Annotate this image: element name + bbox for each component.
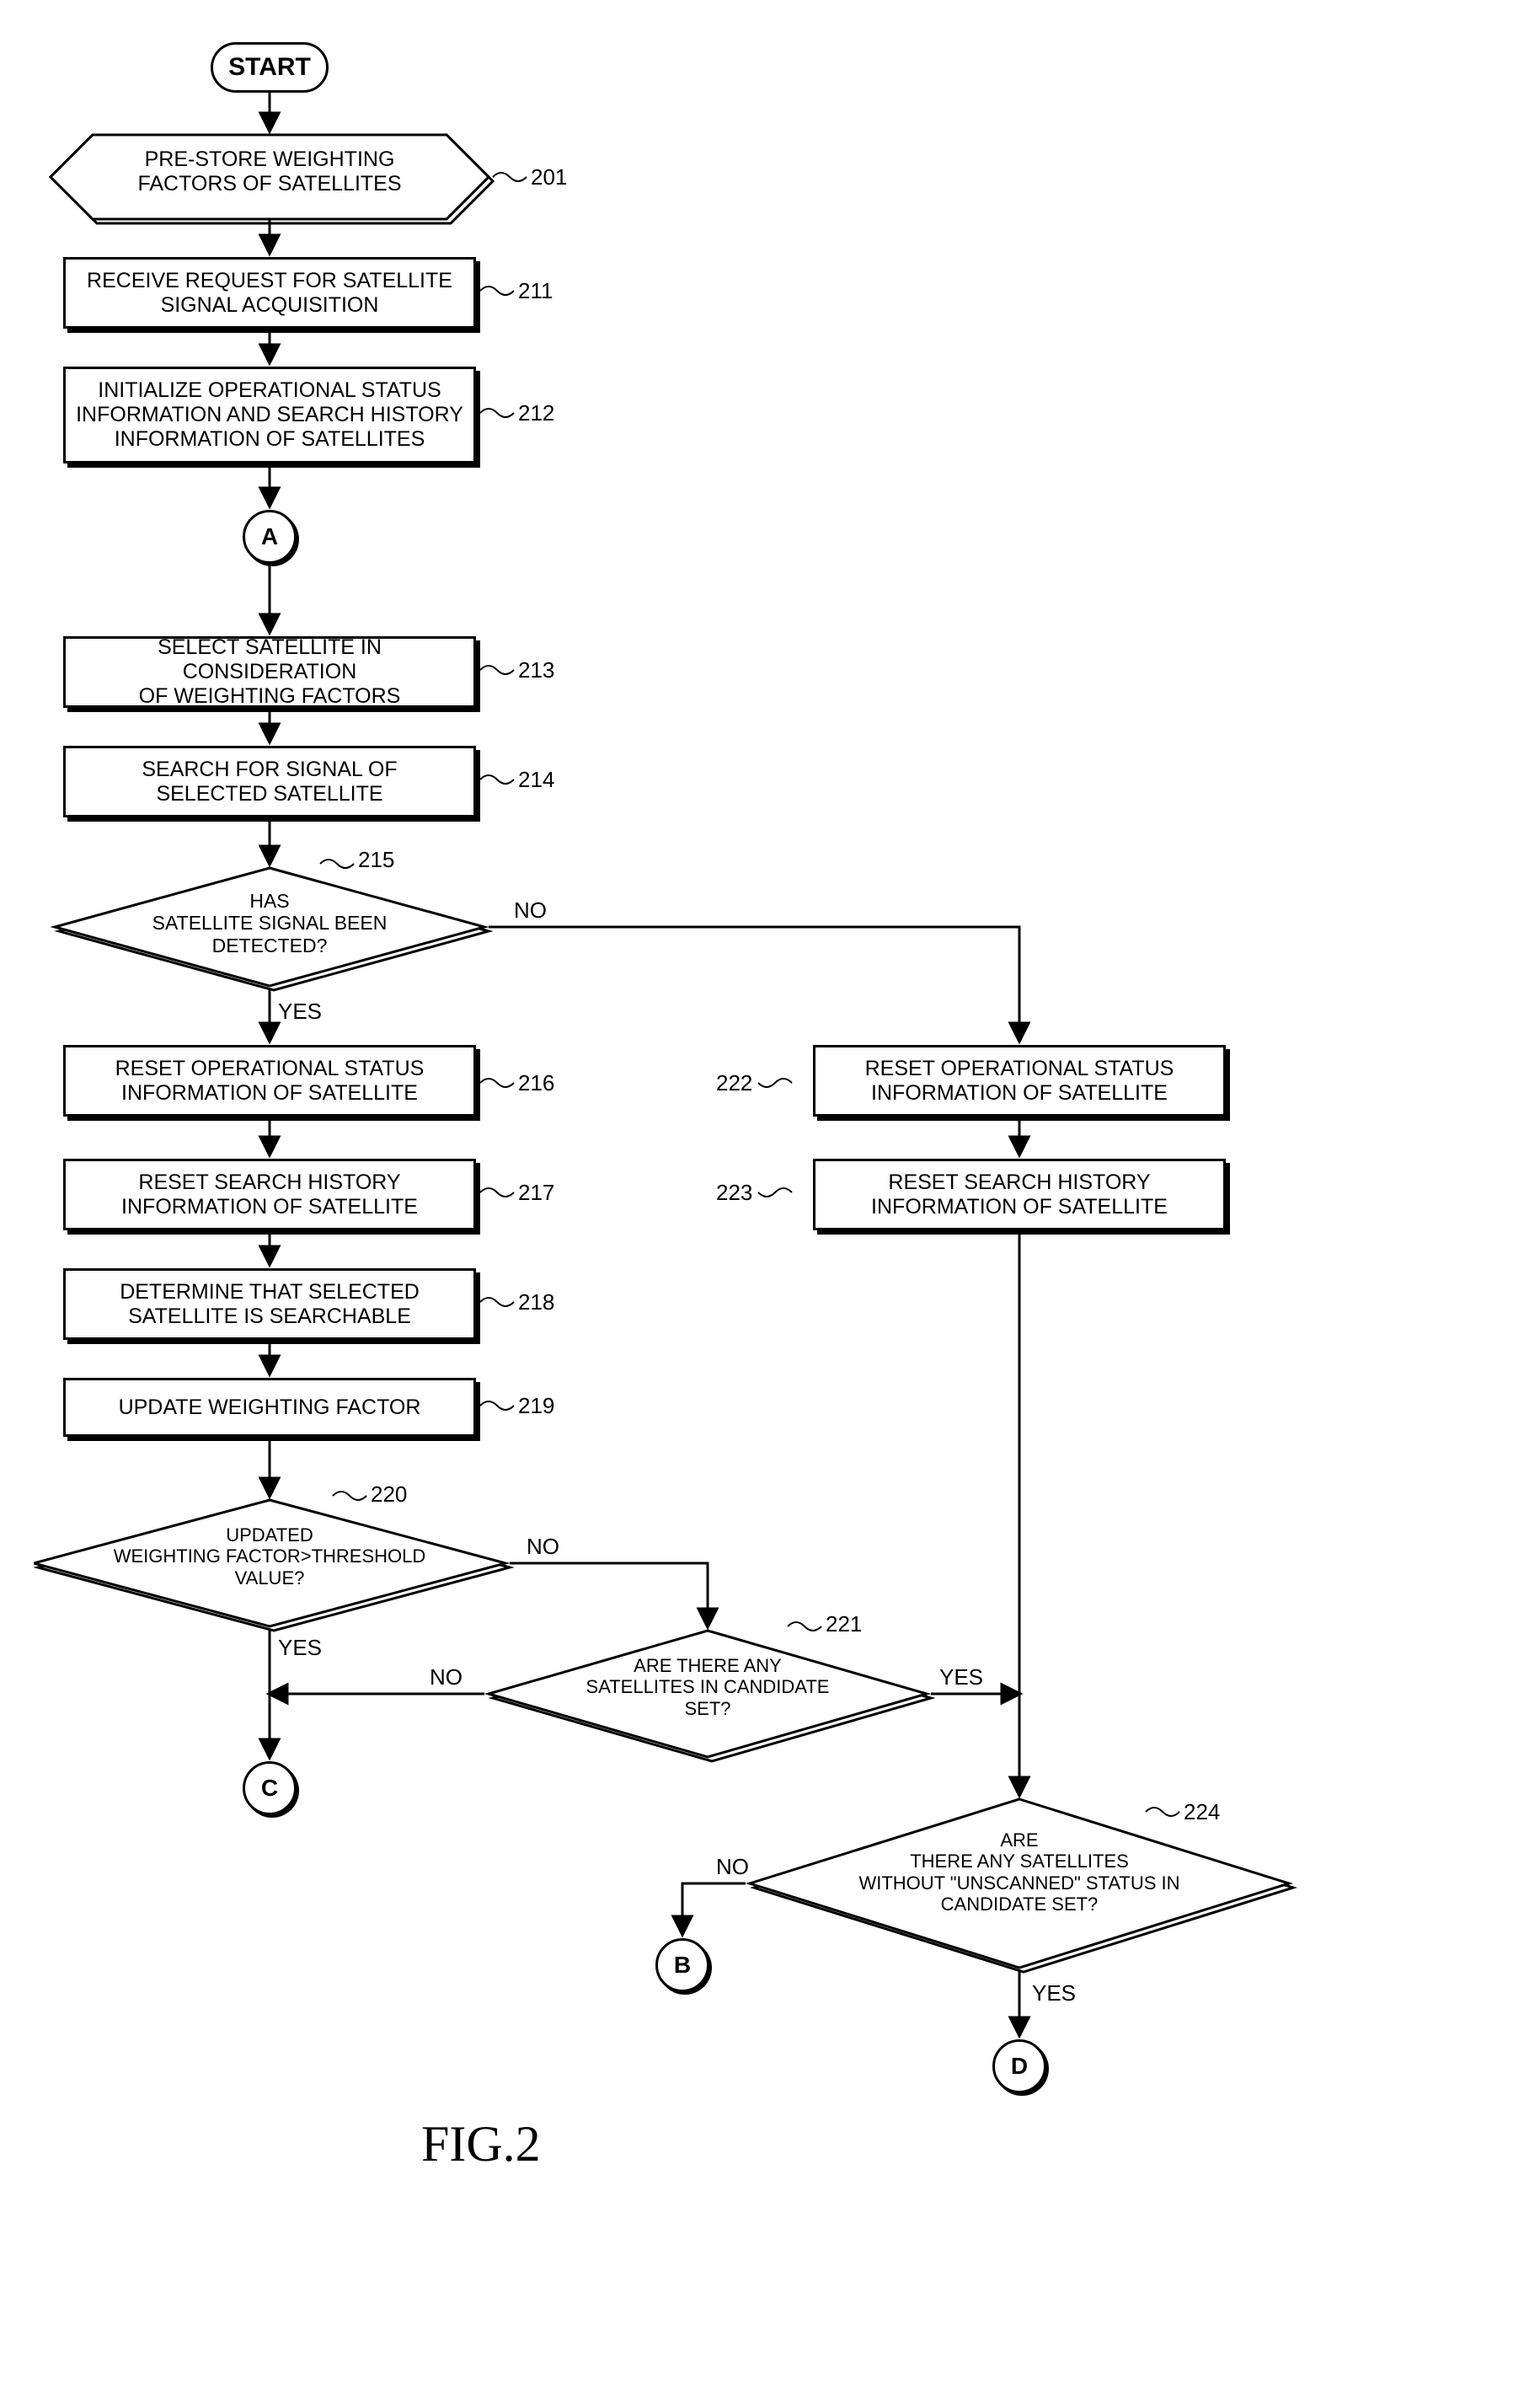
d224-no: NO [716,1854,749,1880]
ref-216: 216 [518,1070,554,1096]
d220-yes: YES [278,1635,322,1661]
d221-no: NO [430,1664,463,1690]
n212: INITIALIZE OPERATIONAL STATUS INFORMATIO… [63,367,476,463]
flowchart-container: START PRE-STORE WEIGHTING FACTORS OF SAT… [34,34,1506,2366]
n218: DETERMINE THAT SELECTED SATELLITE IS SEA… [63,1268,476,1340]
d221-yes: YES [939,1664,983,1690]
d215-no: NO [514,897,547,924]
n213: SELECT SATELLITE IN CONSIDERATION OF WEI… [63,636,476,708]
n222: RESET OPERATIONAL STATUS INFORMATION OF … [813,1045,1226,1117]
n223: RESET SEARCH HISTORY INFORMATION OF SATE… [813,1159,1226,1230]
connector-b: B [655,1938,709,1992]
ref-213: 213 [518,657,554,683]
d215-label: HAS SATELLITE SIGNAL BEEN DETECTED? [114,885,425,962]
ref-211: 211 [518,278,553,304]
n216: RESET OPERATIONAL STATUS INFORMATION OF … [63,1045,476,1117]
connector-c: C [243,1761,297,1815]
ref-223: 223 [716,1180,752,1206]
ref-215: 215 [358,847,394,873]
d224-yes: YES [1032,1980,1076,2006]
d220-no: NO [527,1534,559,1560]
figure-caption: FIG.2 [421,2115,541,2173]
ref-217: 217 [518,1180,554,1206]
d220-label: UPDATED WEIGHTING FACTOR>THRESHOLD VALUE… [97,1519,442,1594]
ref-201: 201 [531,164,567,190]
ref-224: 224 [1184,1799,1220,1825]
ref-221: 221 [826,1611,862,1637]
n217: RESET SEARCH HISTORY INFORMATION OF SATE… [63,1159,476,1230]
d224-label: ARE THERE ANY SATELLITES WITHOUT "UNSCAN… [826,1824,1213,1920]
n211: RECEIVE REQUEST FOR SATELLITE SIGNAL ACQ… [63,257,476,329]
n201-label: PRE-STORE WEIGHTING FACTORS OF SATELLITE… [101,147,438,196]
ref-212: 212 [518,400,554,426]
n214: SEARCH FOR SIGNAL OF SELECTED SATELLITE [63,746,476,817]
ref-218: 218 [518,1289,554,1315]
n219: UPDATE WEIGHTING FACTOR [63,1378,476,1437]
ref-222: 222 [716,1070,752,1096]
d221-label: ARE THERE ANY SATELLITES IN CANDIDATE SE… [548,1650,868,1724]
ref-219: 219 [518,1393,554,1419]
connector-d: D [992,2039,1046,2093]
connector-a: A [243,510,297,564]
d215-yes: YES [278,999,322,1025]
ref-214: 214 [518,767,554,793]
start-label: START [228,53,311,83]
ref-220: 220 [371,1481,407,1508]
start-node: START [211,42,329,93]
